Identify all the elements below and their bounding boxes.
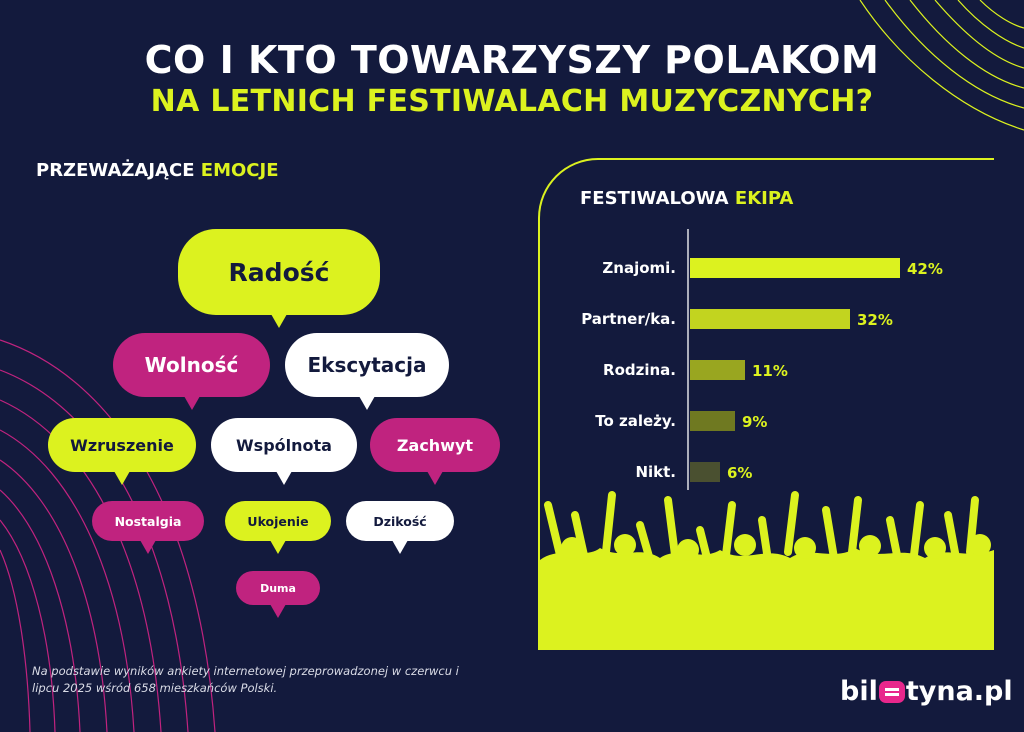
value-label-3: 9%	[742, 413, 767, 431]
chart-bars: Znajomi. 42% Partner/ka. 32% Rodzina. 11% To z…	[581, 258, 943, 482]
crowd-arm	[722, 501, 736, 559]
crowd-head	[561, 537, 583, 559]
crowd-arm	[784, 491, 799, 556]
emotion-bubble-wzruszenie: Wzruszenie	[48, 418, 196, 472]
bar-2	[690, 360, 745, 380]
chart-title: FESTIWALOWA EKIPA	[580, 188, 793, 209]
crowd-arm	[848, 496, 862, 556]
crowd-head	[614, 534, 636, 556]
crowd-arm	[664, 496, 679, 559]
bar-0	[690, 258, 900, 278]
logo-text-part1: bil	[840, 676, 878, 707]
crowd-arm	[544, 501, 564, 559]
page-subtitle: NA LETNICH FESTIWALACH MUZYCZNYCH?	[150, 84, 874, 119]
bar-1	[690, 309, 850, 329]
crowd-silhouette	[540, 491, 994, 650]
value-label-2: 11%	[752, 362, 788, 380]
category-label-4: Nikt.	[635, 463, 676, 481]
logo-text-part2: tyna.pl	[905, 676, 1013, 707]
crowd-head	[859, 535, 881, 557]
category-label-0: Znajomi.	[602, 259, 676, 277]
emotions-heading: PRZEWAŻAJĄCE EMOCJE	[36, 160, 279, 181]
crowd-arm	[571, 511, 589, 564]
crowd-arm	[602, 491, 616, 556]
brand-logo: bil tyna.pl	[840, 676, 1013, 707]
emotion-bubble-nostalgia: Nostalgia	[92, 501, 204, 541]
emotion-bubble-dzikosc: Dzikość	[346, 501, 454, 541]
crowd-arm	[696, 526, 712, 566]
chart-title-part1: FESTIWALOWA	[580, 188, 729, 209]
crowd-arm	[944, 511, 960, 562]
crowd-head	[969, 534, 991, 556]
crowd-head	[924, 537, 946, 559]
crowd-arm	[758, 516, 772, 564]
crowd-base	[540, 548, 994, 650]
chart-title-part2: EKIPA	[734, 188, 794, 209]
category-label-3: To zależy.	[595, 412, 676, 430]
emotions-heading-part2: EMOCJE	[200, 160, 279, 181]
bar-3	[690, 411, 735, 431]
category-label-1: Partner/ka.	[581, 310, 676, 328]
crowd-head	[677, 539, 699, 561]
emotion-bubble-wspolnota: Wspólnota	[211, 418, 357, 472]
emotion-bubble-wolnosc: Wolność	[113, 333, 270, 397]
category-label-2: Rodzina.	[603, 361, 676, 379]
value-label-0: 42%	[907, 260, 943, 278]
crowd-head	[794, 537, 816, 559]
emotion-bubble-duma: Duma	[236, 571, 320, 605]
crowd-arm	[822, 506, 838, 562]
value-label-1: 32%	[857, 311, 893, 329]
crowd-arm	[636, 521, 654, 564]
emotions-heading-part1: PRZEWAŻAJĄCE	[36, 160, 195, 181]
yellow-arc-lines	[859, 0, 1024, 131]
emotion-bubble-radosc: Radość	[178, 229, 380, 315]
crowd-arm	[886, 516, 902, 564]
emotion-bubble-ekscytacja: Ekscytacja	[285, 333, 449, 397]
logo-mark-icon	[878, 681, 905, 703]
chart-panel	[538, 158, 994, 650]
emotion-bubble-ukojenie: Ukojenie	[225, 501, 331, 541]
value-label-4: 6%	[727, 464, 752, 482]
page-title: CO I KTO TOWARZYSZY POLAKOM	[144, 38, 880, 82]
crowd-arm	[910, 501, 924, 559]
emotion-bubble-zachwyt: Zachwyt	[370, 418, 500, 472]
bar-4	[690, 462, 720, 482]
footnote: Na podstawie wyników ankiety internetowe…	[32, 664, 459, 695]
crowd-head	[734, 534, 756, 556]
